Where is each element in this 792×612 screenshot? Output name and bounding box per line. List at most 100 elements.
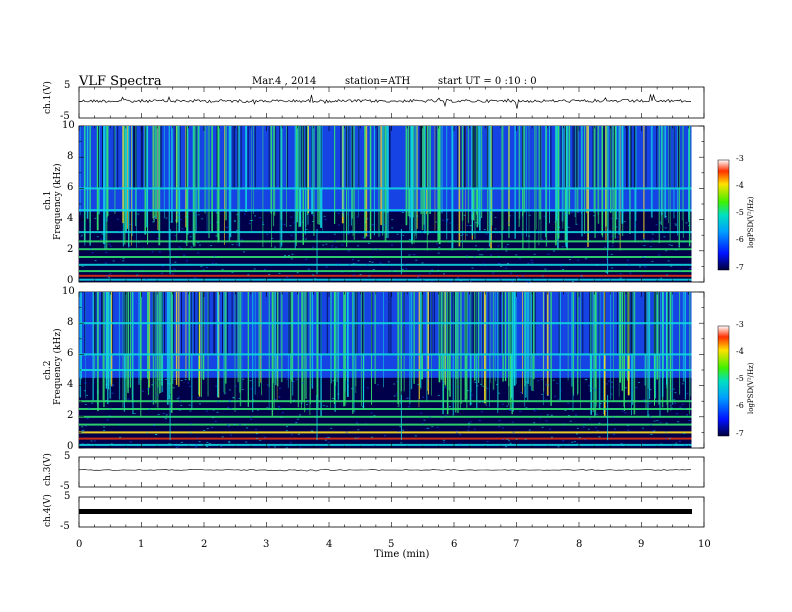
spec1-spheric bbox=[614, 126, 617, 234]
ch2-colorbar bbox=[717, 325, 730, 437]
spec2-noise bbox=[524, 438, 527, 440]
spec1-gap bbox=[234, 126, 236, 189]
spec1-noise bbox=[170, 221, 173, 223]
spec2-noise bbox=[358, 444, 361, 446]
xtick-2: 2 bbox=[201, 539, 208, 550]
spec1-noise bbox=[368, 275, 371, 277]
spec1-noise bbox=[595, 264, 598, 266]
spec1-noise bbox=[560, 265, 563, 267]
spec2-noise bbox=[84, 390, 86, 392]
xtick-3: 3 bbox=[263, 539, 270, 550]
spec2-noise bbox=[164, 418, 167, 420]
ch2-freq-tick-4: 4 bbox=[67, 379, 74, 390]
spec2-noise bbox=[429, 416, 432, 418]
spec2-spheric bbox=[426, 292, 428, 401]
spec2-band-line bbox=[79, 369, 692, 371]
spec1-noise bbox=[369, 256, 372, 258]
spec1-noise bbox=[333, 233, 336, 235]
spec2-noise bbox=[246, 427, 249, 429]
spec2-noise bbox=[305, 404, 308, 406]
spec1-spheric bbox=[199, 126, 200, 212]
spec2-noise bbox=[370, 412, 373, 414]
spec1-noise bbox=[408, 239, 411, 241]
spec1-noise bbox=[580, 275, 583, 277]
spec2-noise bbox=[476, 385, 479, 387]
spec2-noise bbox=[86, 418, 89, 419]
spec1-noise bbox=[675, 224, 678, 226]
spec1-noise bbox=[437, 269, 440, 271]
spec2-noise bbox=[203, 430, 206, 431]
spec1-spheric bbox=[286, 126, 287, 227]
spec1-noise bbox=[431, 269, 434, 271]
spec2-noise bbox=[155, 394, 158, 396]
spec2-noise bbox=[670, 389, 673, 391]
spec1-gap bbox=[279, 126, 281, 189]
spec1-noise bbox=[689, 268, 692, 269]
spec2-noise bbox=[244, 424, 247, 426]
spec2-noise bbox=[173, 444, 176, 446]
spec2-noise bbox=[664, 438, 667, 440]
spec1-spheric bbox=[446, 126, 448, 240]
spec2-spheric bbox=[79, 292, 82, 398]
spec2-spheric bbox=[168, 292, 171, 400]
spec1-spheric bbox=[437, 126, 440, 242]
cbar1-tick-m7: -7 bbox=[736, 263, 744, 272]
spec1-noise bbox=[291, 253, 294, 255]
spec2-noise bbox=[299, 447, 302, 449]
spec1-gap bbox=[626, 126, 628, 189]
spec1-gap bbox=[634, 126, 636, 189]
spec2-noise bbox=[151, 400, 154, 402]
spec2-noise bbox=[546, 414, 549, 416]
spec2-noise bbox=[621, 410, 624, 412]
spec1-gap bbox=[141, 126, 143, 189]
spec2-noise bbox=[496, 384, 498, 386]
spec1-spheric bbox=[158, 126, 161, 246]
spec2-spheric bbox=[456, 292, 458, 380]
spec2-spheric bbox=[527, 292, 529, 384]
spec1-noise bbox=[383, 264, 386, 266]
spec2-noise bbox=[215, 385, 218, 387]
spec2-noise bbox=[351, 388, 353, 390]
spec1-noise bbox=[660, 277, 663, 279]
spec1-gap bbox=[320, 126, 322, 189]
spec1-noise bbox=[659, 221, 662, 223]
spec2-noise bbox=[571, 441, 574, 443]
spec1-spheric bbox=[206, 126, 208, 234]
spec1-noise bbox=[197, 214, 200, 216]
spec2-noise bbox=[649, 416, 652, 418]
spec1-gap bbox=[472, 126, 474, 189]
spec2-noise bbox=[81, 431, 84, 433]
spec1-spheric bbox=[601, 126, 603, 236]
spec2-noise bbox=[233, 424, 236, 425]
spec2-noise bbox=[377, 384, 380, 386]
spec1-spheric bbox=[416, 126, 418, 229]
spec1-gap bbox=[409, 126, 411, 189]
spec1-noise bbox=[642, 238, 645, 240]
spec2-spheric bbox=[466, 292, 468, 400]
spec2-noise bbox=[345, 431, 348, 433]
spec2-noise bbox=[614, 428, 616, 430]
spec2-noise bbox=[177, 396, 180, 398]
cbar2-tick-m5: -5 bbox=[736, 374, 744, 383]
spec1-noise bbox=[418, 274, 421, 276]
spec1-noise bbox=[200, 265, 203, 267]
cbar2-tick-m7: -7 bbox=[736, 429, 744, 438]
spec1-noise bbox=[472, 278, 475, 280]
spec1-noise bbox=[615, 226, 618, 228]
spec1-spheric bbox=[365, 126, 368, 237]
spec2-spheric bbox=[201, 292, 202, 397]
spec2-spheric bbox=[474, 292, 476, 381]
spec2-noise bbox=[423, 419, 426, 421]
spec1-noise bbox=[480, 216, 483, 218]
spec1-noise bbox=[185, 216, 188, 218]
spec2-spheric bbox=[400, 292, 402, 392]
spec1-noise bbox=[448, 241, 451, 243]
ch2-freq-tick-6: 6 bbox=[67, 348, 74, 359]
spec1-band-line bbox=[79, 274, 692, 277]
spec1-noise bbox=[215, 263, 218, 265]
spec2-noise bbox=[212, 417, 214, 419]
spec1-spheric bbox=[597, 126, 600, 224]
spec1-noise bbox=[236, 244, 239, 246]
spec1-noise bbox=[359, 274, 362, 276]
spec1-noise bbox=[498, 263, 500, 264]
